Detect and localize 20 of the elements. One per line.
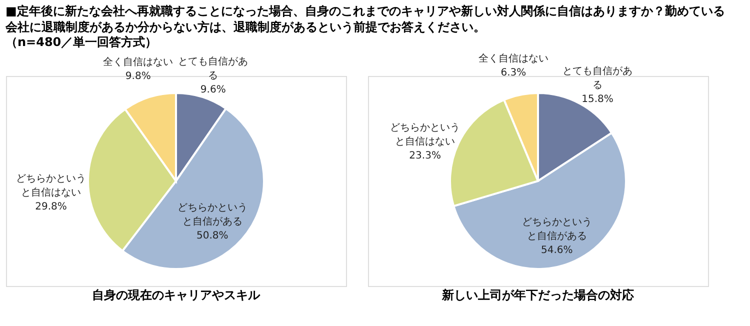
data-label: 29.8% — [35, 202, 67, 213]
data-label: 15.8% — [582, 94, 614, 106]
chart-subtitle: （n=480／単一回答方式） — [6, 34, 158, 49]
slice-label: どちらかというと自信がある — [522, 216, 592, 242]
slice-label: どちらかというと自信がある — [177, 202, 248, 228]
data-label: 9.8% — [125, 70, 151, 82]
text: 自身の現在のキャリアやスキル — [92, 288, 261, 302]
data-label: 50.8% — [196, 230, 228, 242]
data-label: 6.3% — [500, 67, 526, 78]
slice-label: 全く自信はない — [103, 56, 174, 68]
slice-label: 全く自信はない — [478, 52, 548, 64]
slice-label: とても自信がある — [562, 65, 633, 92]
slice-label: どちらかというと自信はない — [16, 174, 86, 199]
text: 新しい上司が年下だった場合の対応 — [441, 288, 634, 302]
data-label: 9.6% — [200, 84, 226, 96]
slice-label: どちらかというと自信はない — [390, 122, 460, 148]
data-label: 23.3% — [409, 150, 441, 162]
text: ■定年後に新たな会社へ再就職することになった場合、自身のこれまでのキャリアや新しい対人関係に自信はありますか？勤めている会社に退職制度があるか分からない方は、退職制度があるという前提でお答えください。 — [4, 4, 725, 34]
data-label: 54.6% — [541, 244, 573, 256]
slice-label: とても自信がある — [178, 56, 248, 82]
